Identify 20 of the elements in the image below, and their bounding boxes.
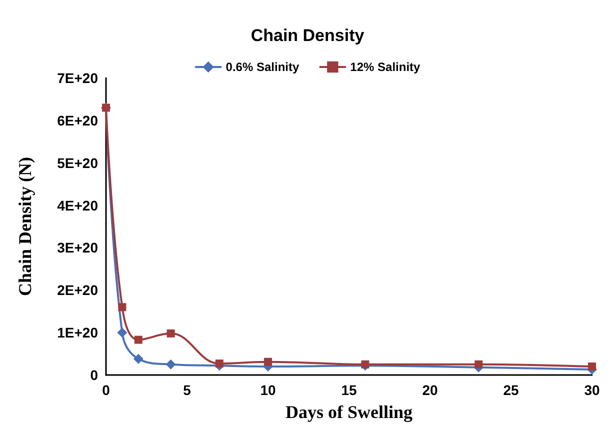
y-tick-label: 2E+20 <box>57 282 98 298</box>
y-tick-label: 6E+20 <box>57 112 98 128</box>
y-tick-label: 3E+20 <box>57 240 98 256</box>
x-tick-label: 30 <box>584 382 600 398</box>
y-tick-label: 4E+20 <box>57 197 98 214</box>
x-tick-label: 10 <box>260 382 276 398</box>
x-axis-title: Days of Swelling <box>285 402 413 422</box>
chart-title: Chain Density <box>250 26 365 45</box>
legend-label: 0.6% Salinity <box>226 60 300 74</box>
y-tick-label: 0 <box>90 367 98 383</box>
legend-label: 12% Salinity <box>350 60 421 74</box>
y-tick-label: 1E+20 <box>57 324 98 341</box>
y-axis-title: Chain Density (N) <box>15 156 35 296</box>
x-tick-label: 5 <box>183 382 192 398</box>
x-tick-label: 25 <box>503 382 519 398</box>
x-tick-label: 15 <box>341 382 357 398</box>
y-tick-label: 7E+20 <box>57 70 98 86</box>
x-tick-label: 20 <box>422 382 438 398</box>
y-tick-label: 5E+20 <box>57 154 98 171</box>
x-tick-label: 0 <box>102 382 110 398</box>
